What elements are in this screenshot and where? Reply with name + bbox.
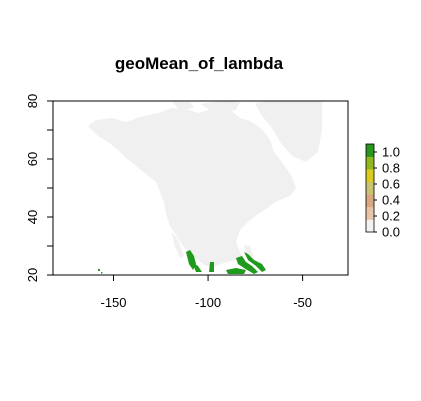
color-legend: 0.00.20.40.60.81.0: [365, 143, 400, 240]
x-tick-label: -50: [293, 295, 312, 310]
map-panel: [52, 100, 349, 276]
land-mass: [88, 101, 322, 266]
raster-cell-region: [244, 252, 266, 272]
legend-tick-label: 0.4: [382, 193, 400, 208]
legend-color-segment: [366, 194, 374, 208]
legend-tick-label: 0.2: [382, 209, 400, 224]
legend-color-segment: [366, 206, 374, 220]
raster-cell-region: [236, 256, 258, 274]
raster-cell-region: [209, 262, 214, 272]
arctic-island-1: [200, 101, 240, 112]
legend-frame: [365, 143, 375, 233]
greenland-land: [255, 101, 322, 162]
map-title: geoMean_of_lambda: [115, 54, 284, 73]
raster-cell-region: [101, 272, 103, 274]
legend-ticks: 0.00.20.40.60.81.0: [374, 145, 400, 240]
y-tick-label: 20: [25, 268, 40, 282]
y-tick-label: 60: [25, 152, 40, 166]
x-tick-label: -100: [195, 295, 221, 310]
x-axis: -150 -100 -50: [100, 275, 312, 310]
baja-land: [172, 232, 184, 258]
y-tick-label: 40: [25, 210, 40, 224]
raster-cell-region: [192, 262, 202, 272]
arctic-island-2: [172, 102, 194, 110]
legend-tick-label: 1.0: [382, 145, 400, 160]
legend-tick-label: 0.6: [382, 177, 400, 192]
y-tick-label: 80: [25, 94, 40, 108]
y-axis: 20 40 60 80: [25, 94, 53, 282]
legend-color-segment: [366, 156, 374, 170]
legend-color-segment: [366, 219, 374, 233]
legend-color-bar: [365, 143, 375, 233]
raster-cell-region: [98, 269, 100, 271]
legend-color-segment: [366, 144, 374, 157]
x-tick-label: -150: [100, 295, 126, 310]
legend-color-segment: [366, 169, 374, 183]
raster-cell-region: [226, 268, 246, 274]
raster-cells: [98, 250, 266, 274]
north-america-land: [88, 106, 296, 266]
legend-tick-label: 0.0: [382, 225, 400, 240]
legend-color-segment: [366, 181, 374, 195]
legend-tick-label: 0.8: [382, 161, 400, 176]
